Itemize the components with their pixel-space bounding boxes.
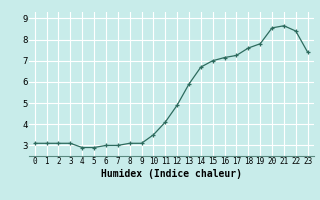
X-axis label: Humidex (Indice chaleur): Humidex (Indice chaleur) (101, 169, 242, 179)
